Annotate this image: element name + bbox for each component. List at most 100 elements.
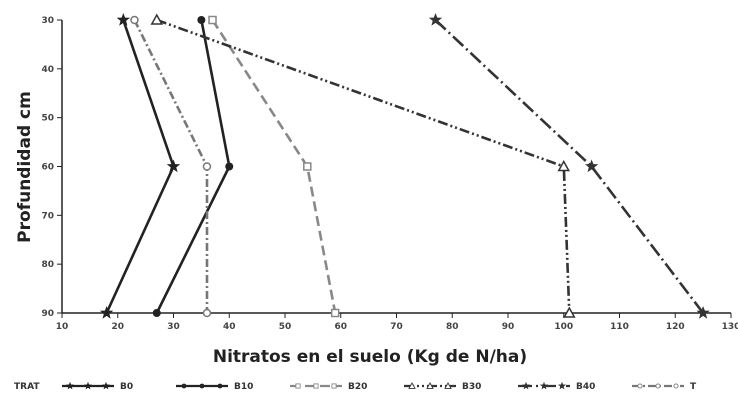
- legend-title: TRAT: [14, 382, 40, 392]
- legend-item-t: T: [632, 382, 697, 392]
- legend-label: B20: [348, 382, 367, 392]
- x-tick-label: 100: [554, 322, 573, 332]
- y-tick-label: 40: [41, 65, 54, 75]
- series-b30: [150, 13, 576, 318]
- data-point-b0: [99, 306, 114, 319]
- legend-marker-group: [444, 382, 452, 389]
- legend-marker: [331, 383, 337, 389]
- legend-marker: [673, 383, 679, 389]
- data-point-b0: [166, 159, 181, 173]
- legend-marker: [557, 381, 567, 390]
- legend-marker: [521, 381, 531, 390]
- legend-marker: [181, 383, 187, 389]
- legend-item-b30: B30: [404, 382, 481, 392]
- y-tick-label: 50: [41, 114, 54, 124]
- data-point-b30: [150, 13, 164, 25]
- data-point-b10: [152, 309, 161, 317]
- series-line-b0: [105, 19, 175, 314]
- legend-item-b10: B10: [176, 382, 253, 392]
- y-tick-label: 80: [41, 260, 54, 270]
- legend-marker: [313, 383, 319, 389]
- series-b0: [99, 13, 181, 319]
- legend-marker-group: [101, 381, 111, 390]
- legend-marker: [83, 381, 93, 390]
- series-line-b10: [155, 19, 231, 314]
- legend-marker: [295, 383, 301, 389]
- legend-marker: [444, 382, 452, 389]
- legend-marker-group: [313, 383, 319, 389]
- x-tick-label: 120: [666, 322, 685, 332]
- x-tick-label: 80: [446, 322, 459, 332]
- y-tick-label: 70: [41, 211, 54, 221]
- legend-marker-group: [637, 383, 643, 389]
- legend-marker-group: [673, 383, 679, 389]
- legend-marker: [637, 383, 643, 389]
- x-tick-label: 130: [722, 322, 738, 332]
- series-line-b40: [434, 19, 705, 314]
- legend-marker-group: [295, 383, 301, 389]
- x-tick-label: 90: [502, 322, 515, 332]
- legend-item-b40: B40: [518, 381, 595, 392]
- legend-marker-group: [557, 381, 567, 390]
- data-point-b40: [585, 159, 599, 173]
- legend-marker-group: [83, 381, 93, 390]
- legend-marker-group: [408, 382, 416, 389]
- legend-marker-group: [65, 381, 75, 390]
- legend-marker-group: [539, 381, 549, 390]
- legend-marker: [426, 382, 434, 389]
- legend-marker: [655, 383, 661, 389]
- x-tick-label: 20: [111, 322, 124, 332]
- legend-marker-group: [521, 381, 531, 390]
- legend-label: T: [690, 382, 697, 392]
- series-b10: [152, 16, 234, 317]
- legend-marker-group: [181, 383, 187, 389]
- x-tick-label: 40: [223, 322, 236, 332]
- legend-marker: [199, 383, 205, 389]
- x-tick-label: 110: [610, 322, 629, 332]
- data-point-t: [202, 162, 212, 171]
- data-point-t: [130, 15, 139, 25]
- series-b40: [428, 13, 710, 319]
- data-point-b30: [563, 306, 576, 318]
- legend-label: B30: [462, 382, 481, 392]
- y-tick-label: 30: [41, 16, 54, 26]
- data-point-b10: [197, 16, 206, 24]
- legend-marker-group: [331, 383, 337, 389]
- legend-label: B10: [234, 382, 253, 392]
- legend-item-b0: B0: [62, 381, 133, 392]
- data-point-b20: [208, 15, 217, 25]
- y-axis-title: Profundidad cm: [15, 91, 35, 243]
- legend-marker-group: [217, 383, 223, 389]
- y-tick-label: 60: [41, 163, 54, 173]
- legend-marker: [539, 381, 549, 390]
- legend-label: B0: [120, 382, 133, 392]
- data-point-b20: [303, 162, 312, 171]
- data-point-b30: [557, 159, 571, 172]
- legend-label: B40: [576, 382, 595, 392]
- x-tick-label: 70: [390, 322, 403, 332]
- axes: 10 20 30 40 50 60 70 80 90 100 110 120 130 30 40 50 60 70…: [41, 16, 738, 332]
- legend-marker-group: [199, 383, 205, 389]
- x-tick-label: 50: [279, 322, 292, 332]
- series-layer: [99, 13, 710, 319]
- series-line-b30: [156, 18, 571, 314]
- data-point-b40: [428, 13, 443, 26]
- legend-marker-group: [655, 383, 661, 389]
- x-tick-label: 10: [56, 322, 69, 332]
- x-tick-label: 60: [334, 322, 347, 332]
- y-tick-label: 90: [41, 309, 54, 319]
- legend-marker: [217, 383, 223, 389]
- data-point-b10: [225, 162, 234, 171]
- legend: TRAT B0 B10 B20 B30 B40 T: [14, 381, 697, 392]
- legend-marker-group: [426, 382, 434, 389]
- legend-marker: [65, 381, 75, 390]
- x-tick-label: 30: [167, 322, 180, 332]
- data-point-b20: [330, 308, 340, 318]
- data-point-b0: [116, 13, 130, 26]
- series-b20: [208, 15, 340, 318]
- legend-marker: [408, 382, 416, 389]
- data-point-t: [202, 308, 212, 318]
- x-axis-title: Nitratos en el suelo (Kg de N/ha): [213, 347, 527, 367]
